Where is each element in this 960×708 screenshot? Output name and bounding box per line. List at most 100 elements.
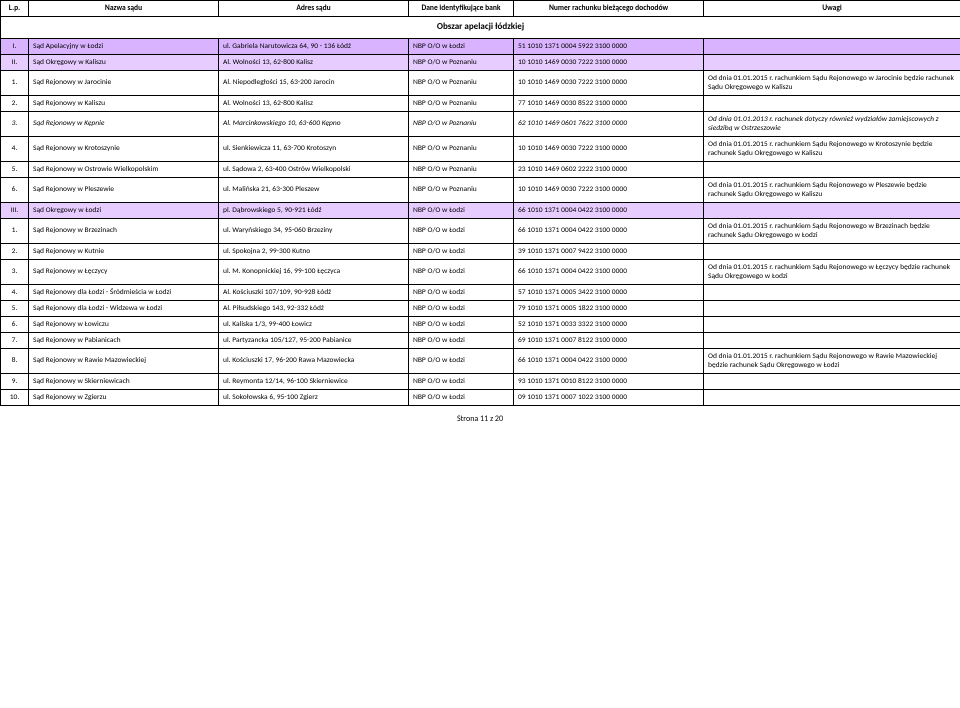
cell-bank: NBP O/O w Poznaniu bbox=[409, 95, 514, 111]
table-row: 5.Sąd Rejonowy w Ostrowie Wielkopolskimu… bbox=[1, 161, 960, 177]
cell-bank: NBP O/O w Łodzi bbox=[409, 316, 514, 332]
cell-acct: 10 1010 1469 0030 7222 3100 0000 bbox=[514, 177, 704, 202]
cell-acct: 62 1010 1469 0601 7622 3100 0000 bbox=[514, 111, 704, 136]
cell-acct: 23 1010 1469 0602 2222 3100 0000 bbox=[514, 161, 704, 177]
cell-notes: Od dnia 01.01.2015 r. rachunkiem Sądu Re… bbox=[704, 70, 960, 95]
cell-lp: 1. bbox=[1, 70, 29, 95]
table-header: L.p. Nazwa sądu Adres sądu Dane identyfi… bbox=[1, 1, 960, 39]
cell-bank: NBP O/O w Łodzi bbox=[409, 332, 514, 348]
cell-lp: 3. bbox=[1, 259, 29, 284]
cell-name: Sąd Rejonowy w Krotoszynie bbox=[29, 136, 219, 161]
cell-name: Sąd Rejonowy w Skierniewicach bbox=[29, 373, 219, 389]
cell-acct: 66 1010 1371 0004 0422 3100 0000 bbox=[514, 218, 704, 243]
cell-bank: NBP O/O w Łodzi bbox=[409, 284, 514, 300]
header-bank: Dane identyfikujące bank bbox=[409, 1, 514, 17]
table-row: 3.Sąd Rejonowy w Łęczycyul. M. Konopnick… bbox=[1, 259, 960, 284]
cell-acct: 66 1010 1371 0004 0422 3100 0000 bbox=[514, 348, 704, 373]
cell-notes bbox=[704, 284, 960, 300]
cell-notes bbox=[704, 332, 960, 348]
table-row: 2.Sąd Rejonowy w Kutnieul. Spokojna 2, 9… bbox=[1, 243, 960, 259]
header-lp: L.p. bbox=[1, 1, 29, 17]
cell-notes bbox=[704, 38, 960, 54]
table-row: III.Sąd Okręgowy w Łodzipl. Dąbrowskiego… bbox=[1, 202, 960, 218]
cell-addr: ul. Partyzancka 105/127, 95-200 Pabianic… bbox=[219, 332, 409, 348]
cell-bank: NBP O/O w Łodzi bbox=[409, 389, 514, 405]
cell-name: Sąd Rejonowy w Brzezinach bbox=[29, 218, 219, 243]
cell-acct: 51 1010 1371 0004 5922 3100 0000 bbox=[514, 38, 704, 54]
table-row: 3.Sąd Rejonowy w KępnieAl. Marcinkowskie… bbox=[1, 111, 960, 136]
cell-acct: 10 1010 1469 0030 7222 3100 0000 bbox=[514, 54, 704, 70]
cell-lp: 1. bbox=[1, 218, 29, 243]
cell-acct: 10 1010 1469 0030 7222 3100 0000 bbox=[514, 136, 704, 161]
cell-notes bbox=[704, 202, 960, 218]
table-row: I.Sąd Apelacyjny w Łodziul. Gabriela Nar… bbox=[1, 38, 960, 54]
cell-notes: Od dnia 01.01.2015 r. rachunkiem Sądu Re… bbox=[704, 177, 960, 202]
table-row: 2.Sąd Rejonowy w KaliszuAl. Wolności 13,… bbox=[1, 95, 960, 111]
cell-name: Sąd Rejonowy w Pabianicach bbox=[29, 332, 219, 348]
cell-acct: 66 1010 1371 0004 0422 3100 0000 bbox=[514, 202, 704, 218]
cell-addr: Al. Wolności 13, 62-800 Kalisz bbox=[219, 95, 409, 111]
table-row: 1.Sąd Rejonowy w Brzezinachul. Waryńskie… bbox=[1, 218, 960, 243]
table-row: 4.Sąd Rejonowy dla Łodzi - Śródmieścia w… bbox=[1, 284, 960, 300]
cell-lp: 6. bbox=[1, 177, 29, 202]
cell-name: Sąd Rejonowy w Kępnie bbox=[29, 111, 219, 136]
cell-lp: 8. bbox=[1, 348, 29, 373]
cell-name: Sąd Rejonowy w Zgierzu bbox=[29, 389, 219, 405]
cell-notes: Od dnia 01.01.2015 r. rachunkiem Sądu Re… bbox=[704, 218, 960, 243]
cell-lp: II. bbox=[1, 54, 29, 70]
cell-addr: ul. Sienkiewicza 11, 63-700 Krotoszyn bbox=[219, 136, 409, 161]
cell-bank: NBP O/O w Łodzi bbox=[409, 243, 514, 259]
table-row: 5.Sąd Rejonowy dla Łodzi - Widzewa w Łod… bbox=[1, 300, 960, 316]
cell-notes bbox=[704, 389, 960, 405]
cell-bank: NBP O/O w Poznaniu bbox=[409, 111, 514, 136]
cell-lp: 5. bbox=[1, 300, 29, 316]
cell-name: Sąd Rejonowy w Pleszewie bbox=[29, 177, 219, 202]
cell-addr: ul. Spokojna 2, 99-300 Kutno bbox=[219, 243, 409, 259]
cell-name: Sąd Rejonowy w Ostrowie Wielkopolskim bbox=[29, 161, 219, 177]
court-table: L.p. Nazwa sądu Adres sądu Dane identyfi… bbox=[0, 0, 960, 406]
cell-bank: NBP O/O w Łodzi bbox=[409, 202, 514, 218]
cell-lp: 4. bbox=[1, 284, 29, 300]
cell-lp: 3. bbox=[1, 111, 29, 136]
cell-addr: ul. Waryńskiego 34, 95-060 Brzeziny bbox=[219, 218, 409, 243]
cell-notes: Od dnia 01.01.2015 r. rachunkiem Sądu Re… bbox=[704, 259, 960, 284]
cell-bank: NBP O/O w Łodzi bbox=[409, 218, 514, 243]
table-row: 7.Sąd Rejonowy w Pabianicachul. Partyzan… bbox=[1, 332, 960, 348]
cell-bank: NBP O/O w Poznaniu bbox=[409, 54, 514, 70]
table-row: 4.Sąd Rejonowy w Krotoszynieul. Sienkiew… bbox=[1, 136, 960, 161]
cell-addr: ul. Sokołowska 6, 95-100 Zgierz bbox=[219, 389, 409, 405]
cell-addr: ul. Sądowa 2, 63-400 Ostrów Wielkopolski bbox=[219, 161, 409, 177]
header-name: Nazwa sądu bbox=[29, 1, 219, 17]
cell-addr: ul. M. Konopnickiej 16, 99-100 Łęczyca bbox=[219, 259, 409, 284]
cell-notes: Od dnia 01.01.2015 r. rachunkiem Sądu Re… bbox=[704, 136, 960, 161]
cell-bank: NBP O/O w Łodzi bbox=[409, 259, 514, 284]
cell-notes bbox=[704, 54, 960, 70]
cell-name: Sąd Rejonowy w Kutnie bbox=[29, 243, 219, 259]
table-body: I.Sąd Apelacyjny w Łodziul. Gabriela Nar… bbox=[1, 38, 960, 405]
cell-name: Sąd Okręgowy w Łodzi bbox=[29, 202, 219, 218]
cell-acct: 39 1010 1371 0007 9422 3100 0000 bbox=[514, 243, 704, 259]
cell-notes bbox=[704, 300, 960, 316]
cell-addr: Al. Piłsudskiego 143, 92-332 Łódź bbox=[219, 300, 409, 316]
header-notes: Uwagi bbox=[704, 1, 960, 17]
table-row: II.Sąd Okręgowy w KaliszuAl. Wolności 13… bbox=[1, 54, 960, 70]
cell-bank: NBP O/O w Łodzi bbox=[409, 348, 514, 373]
cell-notes bbox=[704, 243, 960, 259]
cell-name: Sąd Rejonowy dla Łodzi - Śródmieścia w Ł… bbox=[29, 284, 219, 300]
cell-lp: 2. bbox=[1, 95, 29, 111]
cell-lp: 6. bbox=[1, 316, 29, 332]
cell-name: Sąd Rejonowy w Rawie Mazowieckiej bbox=[29, 348, 219, 373]
cell-addr: Al. Kościuszki 107/109, 90-928 Łódź bbox=[219, 284, 409, 300]
cell-lp: 4. bbox=[1, 136, 29, 161]
cell-addr: Al. Niepodległości 15, 63-200 Jarocin bbox=[219, 70, 409, 95]
cell-name: Sąd Okręgowy w Kaliszu bbox=[29, 54, 219, 70]
cell-lp: 10. bbox=[1, 389, 29, 405]
cell-acct: 79 1010 1371 0005 1822 3100 0000 bbox=[514, 300, 704, 316]
cell-addr: ul. Malińska 21, 63-300 Pleszew bbox=[219, 177, 409, 202]
cell-acct: 66 1010 1371 0004 0422 3100 0000 bbox=[514, 259, 704, 284]
cell-lp: I. bbox=[1, 38, 29, 54]
cell-addr: ul. Gabriela Narutowicza 64, 90 - 136 Łó… bbox=[219, 38, 409, 54]
section-header-row: Obszar apelacji łódzkiej bbox=[1, 17, 960, 39]
cell-bank: NBP O/O w Poznaniu bbox=[409, 136, 514, 161]
table-row: 6.Sąd Rejonowy w Łowiczuul. Kaliska 1/3,… bbox=[1, 316, 960, 332]
